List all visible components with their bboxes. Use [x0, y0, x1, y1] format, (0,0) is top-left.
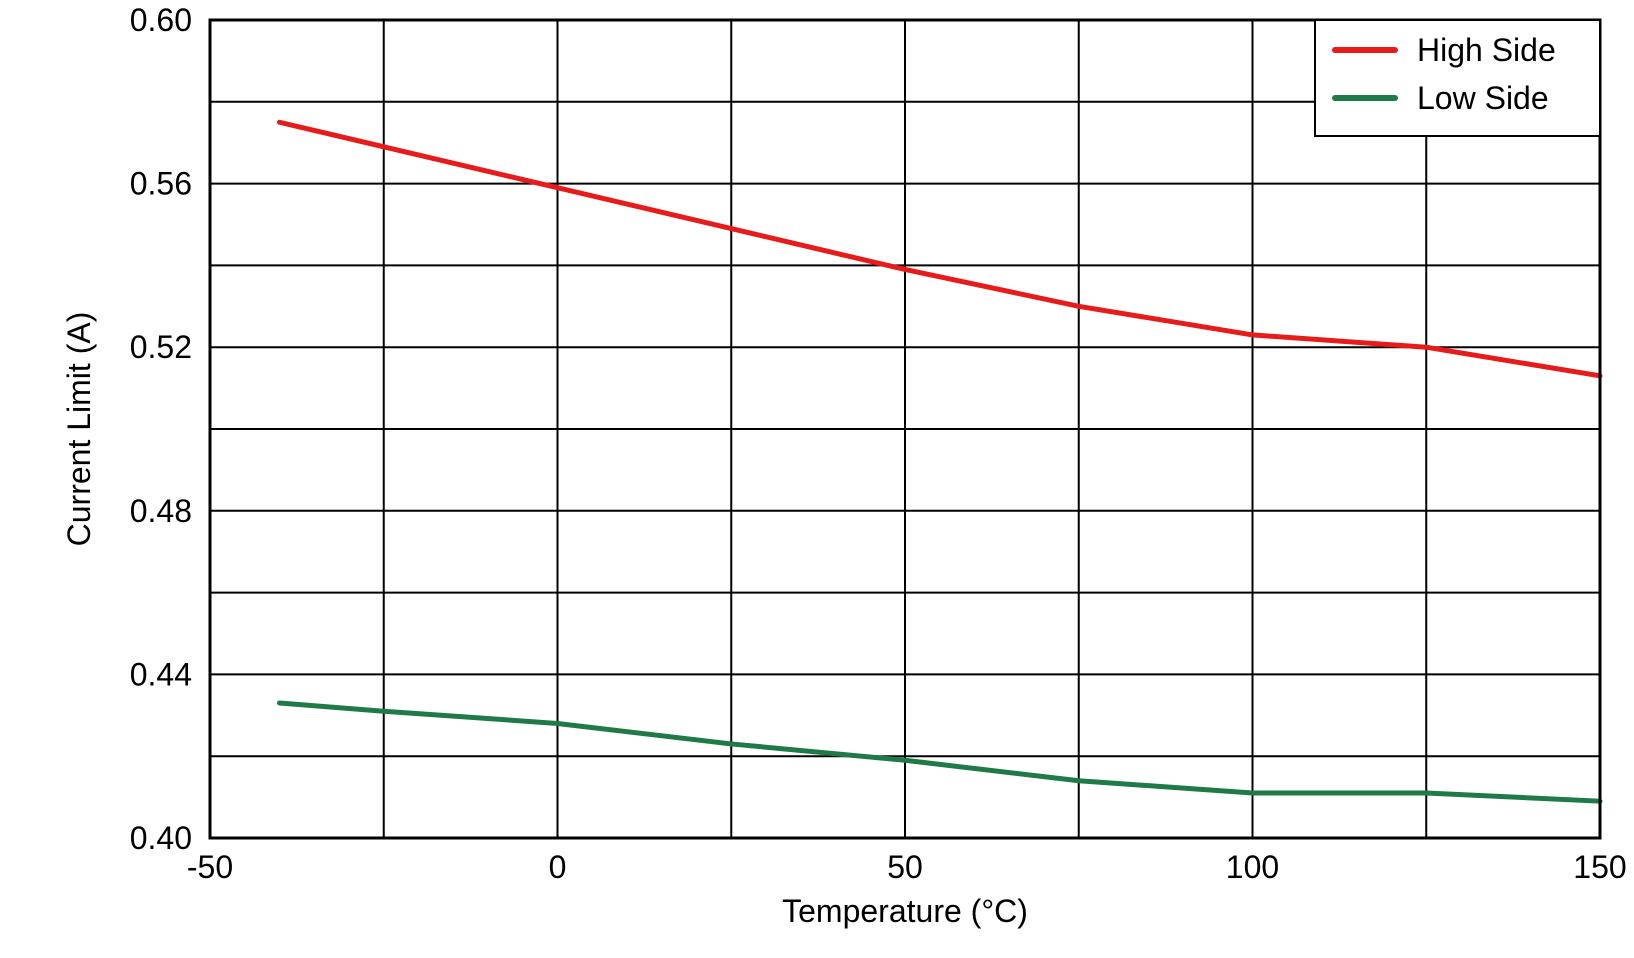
line-chart: -50 0 50 100 150 0.40 0.44 0.48 0.52 0.56 0.60 Temp…	[0, 0, 1634, 958]
x-tick-label: 0	[549, 849, 567, 885]
y-tick-label: 0.52	[130, 329, 192, 365]
y-tick-label: 0.48	[130, 493, 192, 529]
x-tick-label: 100	[1226, 849, 1279, 885]
x-tick-label: 50	[887, 849, 923, 885]
y-tick-label: 0.60	[130, 2, 192, 38]
y-tick-label: 0.40	[130, 820, 192, 856]
x-tick-label: -50	[187, 849, 233, 885]
x-tick-label: 150	[1573, 849, 1626, 885]
legend-label: High Side	[1417, 32, 1556, 68]
legend-label: Low Side	[1417, 80, 1549, 116]
y-tick-label: 0.56	[130, 166, 192, 202]
x-axis-label: Temperature (°C)	[782, 893, 1028, 929]
legend: High Side Low Side	[1315, 20, 1600, 136]
chart-container: -50 0 50 100 150 0.40 0.44 0.48 0.52 0.56 0.60 Temp…	[0, 0, 1634, 958]
y-tick-label: 0.44	[130, 656, 192, 692]
y-axis-label: Current Limit (A)	[61, 312, 97, 547]
